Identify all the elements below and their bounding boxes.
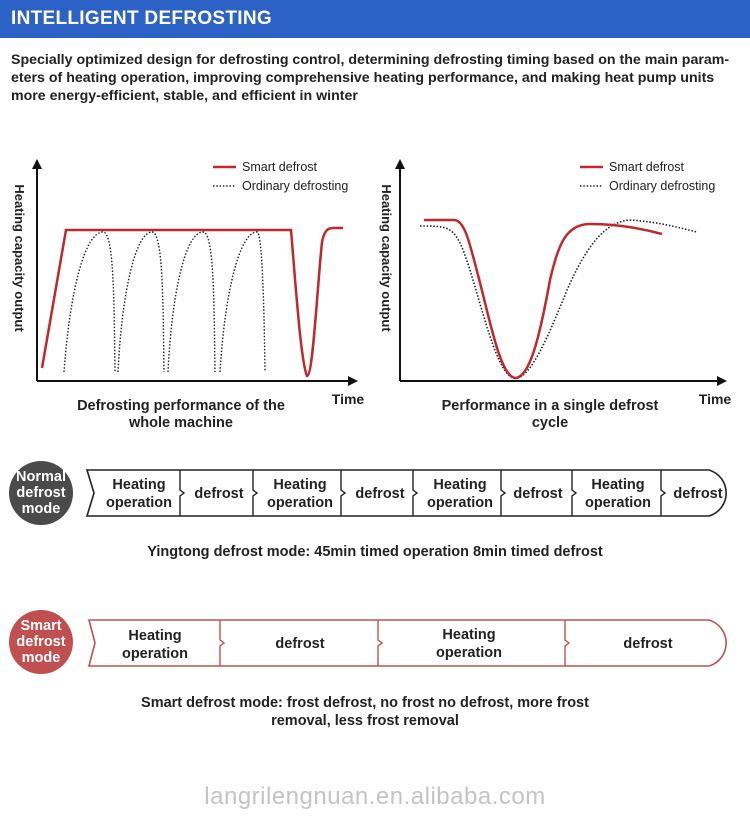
badge-line: defrost: [16, 485, 66, 501]
description-line: Smart defrost mode: frost defrost, no fr…: [141, 695, 589, 711]
caption-line: cycle: [531, 415, 569, 431]
segment-heating-label: operation: [427, 495, 493, 511]
segment-defrost-label: defrost: [513, 486, 562, 502]
legend-label-smart: Smart defrost: [609, 160, 685, 174]
segment-defrost-label: defrost: [623, 636, 672, 652]
segment-heating-label: Heating: [273, 477, 326, 493]
caption-line: whole machine: [129, 415, 233, 431]
right-chart: Heating capacity output Time Smart defro…: [379, 159, 732, 407]
badge-line: mode: [21, 650, 61, 666]
left-x-label: Time: [332, 391, 365, 407]
segment-heating-label: Heating: [442, 627, 495, 643]
segment-heating-label: operation: [267, 495, 333, 511]
header-bar: INTELLIGENT DEFROSTING: [0, 0, 750, 38]
segment-heating-label: Heating: [433, 477, 486, 493]
smart-defrost-badge: Smart defrost mode: [9, 610, 73, 674]
segment-heating-label: operation: [106, 495, 172, 511]
segment-defrost-label: defrost: [194, 486, 243, 502]
caption-line: Defrosting performance of the: [77, 398, 285, 414]
timeline-dividers: [219, 620, 571, 666]
segment-defrost-label: defrost: [275, 636, 324, 652]
right-y-label: Heating capacity output: [379, 184, 394, 332]
timeline-pill: [87, 619, 727, 667]
segment-heating-label: operation: [436, 645, 502, 661]
segment-defrost-label: defrost: [355, 486, 404, 502]
legend-label-ordinary: Ordinary defrosting: [242, 179, 348, 193]
caption-line: Performance in a single defrost: [441, 398, 659, 414]
badge-line: defrost: [16, 634, 66, 650]
timeline-pill: [85, 469, 727, 517]
intro-text: Specially optimized design for defrostin…: [11, 52, 730, 104]
left-chart-caption: Defrosting performance of the whole mach…: [40, 398, 322, 432]
ordinary-defrost-line: [419, 219, 698, 379]
description-line: removal, less frost removal: [271, 713, 459, 729]
timeline-dividers: [179, 470, 667, 516]
normal-mode-timeline: Heating operation defrost Heating operat…: [85, 469, 727, 517]
defrost-charts: Heating capacity output Time Smart defro…: [12, 159, 732, 407]
smart-defrost-line: [424, 218, 663, 380]
badge-line: Smart: [20, 618, 62, 634]
segment-heating-label: operation: [585, 495, 651, 511]
segment-defrost-label: defrost: [673, 486, 722, 502]
smart-mode-timeline: Heating operation defrost Heating operat…: [87, 619, 727, 667]
right-x-label: Time: [699, 391, 732, 407]
segment-heating-label: Heating: [591, 477, 644, 493]
ordinary-defrost-curves: [63, 231, 266, 373]
right-chart-caption: Performance in a single defrost cycle: [405, 398, 695, 432]
normal-mode-description: Yingtong defrost mode: 45min timed opera…: [147, 544, 603, 560]
page-title: INTELLIGENT DEFROSTING: [11, 8, 272, 29]
watermark: langrilengnuan.en.alibaba.com: [204, 783, 546, 810]
smart-defrost-line: [40, 226, 343, 378]
normal-defrost-badge: Normal defrost mode: [9, 461, 73, 525]
left-chart: Heating capacity output Time Smart defro…: [12, 159, 365, 407]
legend-label-ordinary: Ordinary defrosting: [609, 179, 715, 193]
segment-heating-label: Heating: [112, 477, 165, 493]
badge-line: mode: [21, 501, 61, 517]
smart-mode-description: Smart defrost mode: frost defrost, no fr…: [80, 694, 650, 730]
segment-heating-label: Heating: [128, 628, 181, 644]
legend-label-smart: Smart defrost: [242, 160, 318, 174]
left-y-label: Heating capacity output: [12, 184, 27, 332]
segment-heating-label: operation: [122, 646, 188, 662]
badge-line: Normal: [16, 469, 66, 485]
